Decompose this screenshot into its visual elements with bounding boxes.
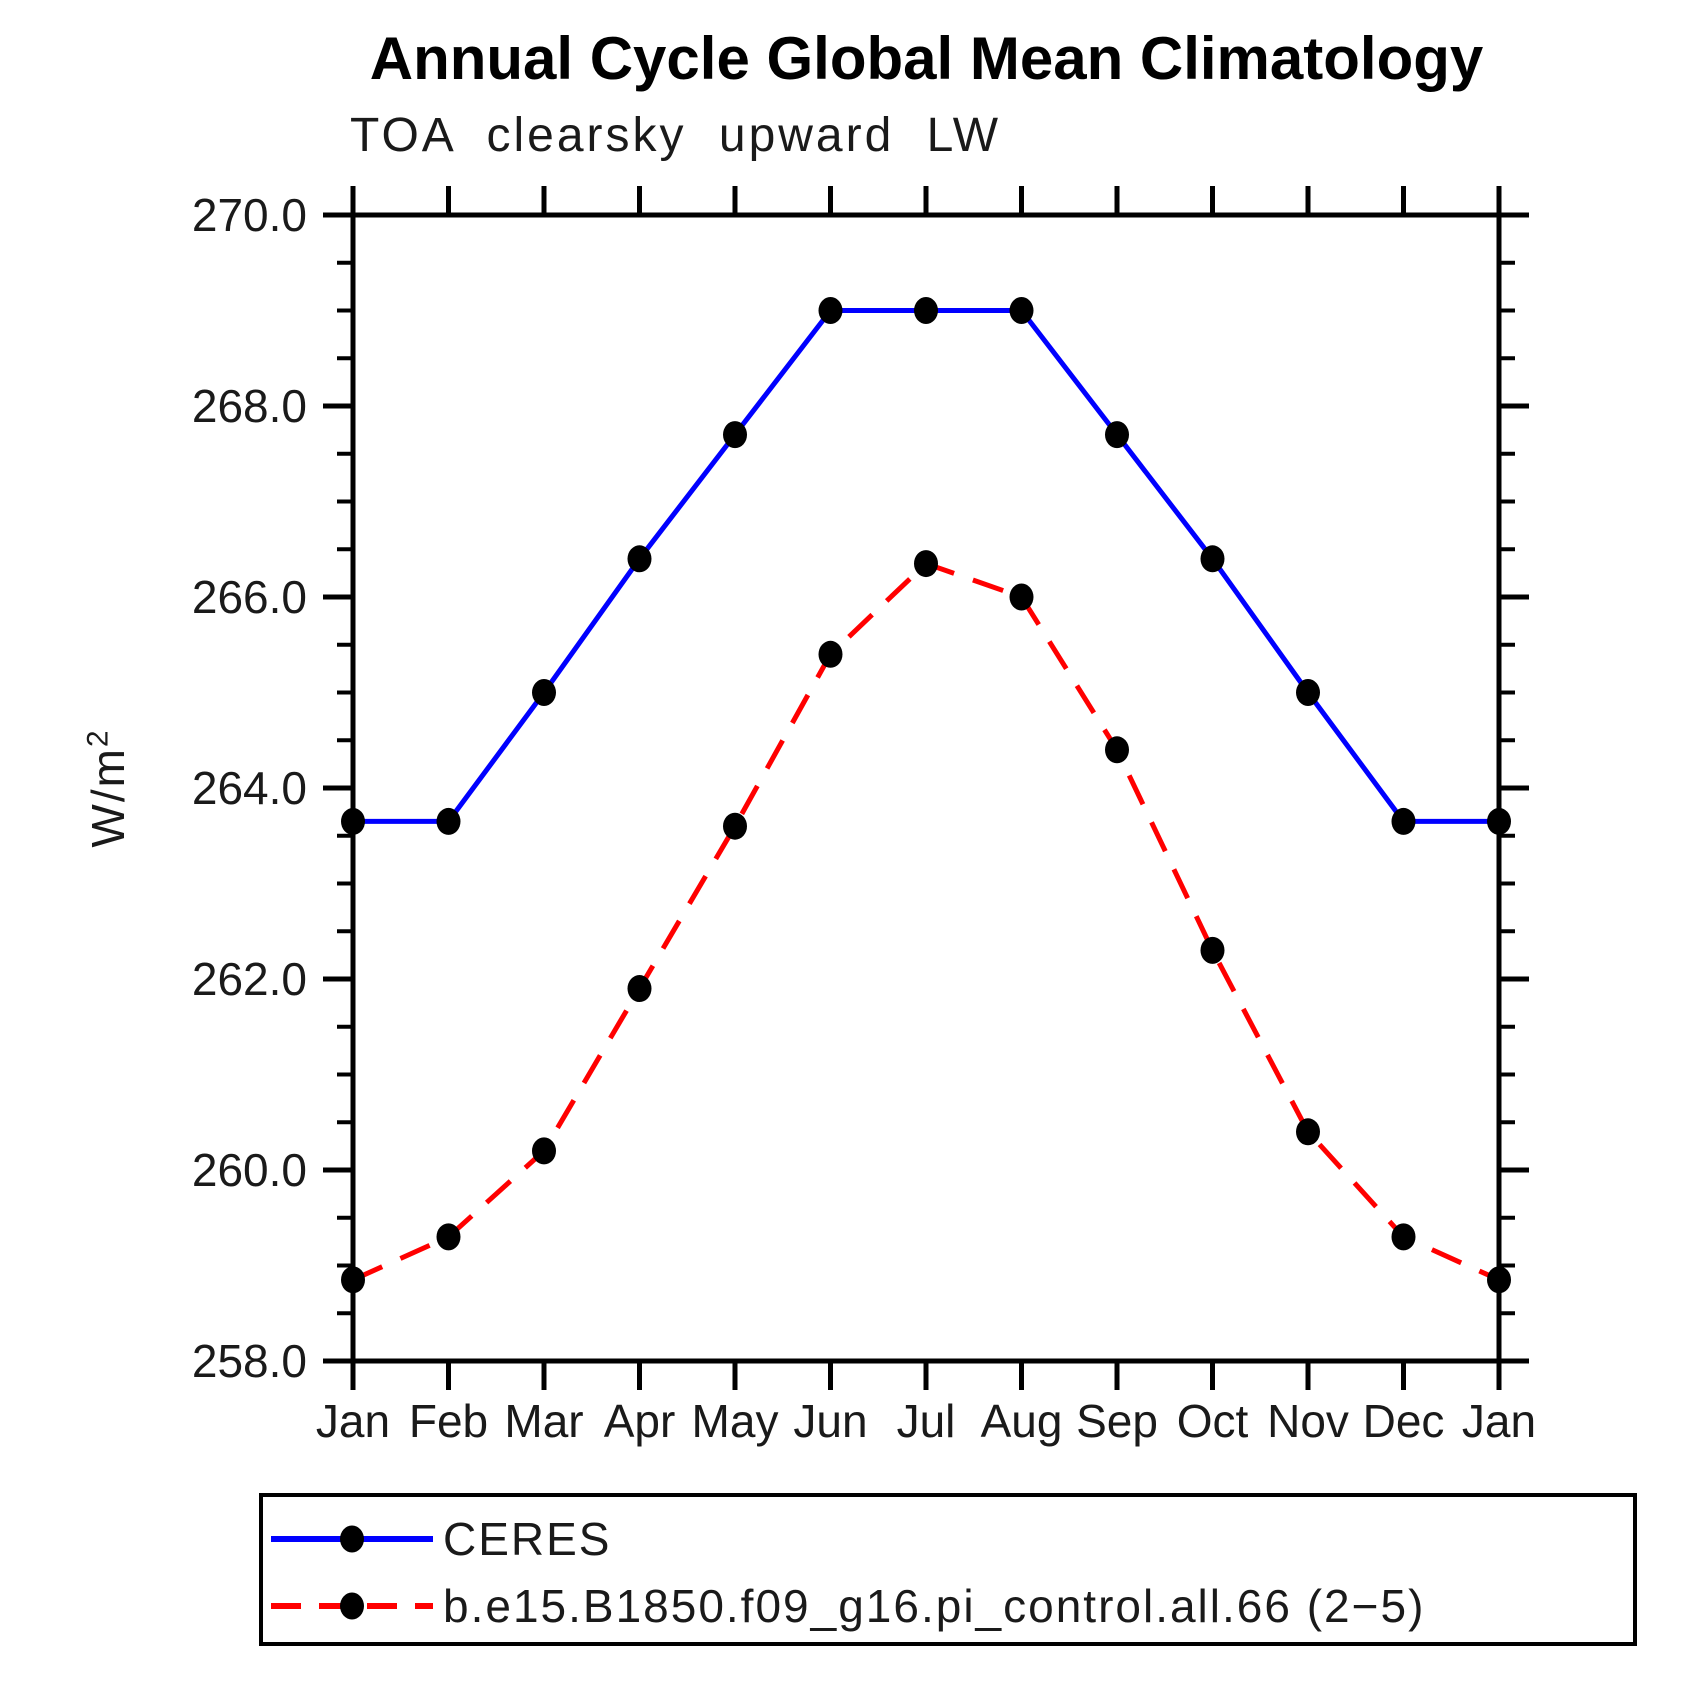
data-point-ceres [1487, 807, 1511, 835]
legend-label-ceres: CERES [443, 1513, 612, 1565]
y-tick-label: 264.0 [192, 762, 307, 814]
data-point-model [1009, 583, 1034, 611]
x-tick-label: Feb [409, 1395, 488, 1447]
x-tick-label: Aug [981, 1395, 1063, 1447]
data-point-ceres [1296, 679, 1320, 706]
x-tick-label: Apr [604, 1395, 676, 1447]
legend-swatch-ceres [271, 1525, 433, 1553]
data-point-model [914, 550, 938, 578]
data-point-model [1105, 736, 1129, 764]
y-tick-label: 268.0 [192, 380, 307, 432]
data-point-ceres [532, 679, 556, 706]
x-tick-label: Sep [1076, 1395, 1158, 1447]
data-point-model [627, 975, 652, 1003]
x-tick-label: Jun [793, 1395, 867, 1447]
x-tick-label: Jan [316, 1395, 390, 1447]
chart-subtitle: TOA clearsky upward LW [350, 109, 1002, 162]
y-tick-label: 262.0 [192, 953, 307, 1005]
x-tick-label: Jul [897, 1395, 956, 1447]
legend-swatch-model [271, 1592, 433, 1620]
data-point-ceres [914, 297, 938, 324]
data-point-ceres [436, 807, 461, 835]
legend-entry-model: b.e15.B1850.f09_g16.pi_control.all.66 (2… [269, 1580, 1425, 1632]
y-tick-label: 260.0 [192, 1144, 307, 1196]
legend-marker-dot [340, 1525, 364, 1553]
x-tick-label: Oct [1177, 1395, 1249, 1447]
data-point-model [436, 1223, 461, 1251]
x-tick-label: May [692, 1395, 779, 1447]
data-point-ceres [627, 545, 652, 573]
x-tick-label: Mar [504, 1395, 583, 1447]
x-tick-label: Nov [1267, 1395, 1349, 1447]
legend-entry-ceres: CERES [269, 1513, 611, 1565]
series-line-model [351, 561, 1501, 1283]
data-point-model [818, 640, 843, 668]
legend-label-model: b.e15.B1850.f09_g16.pi_control.all.66 (2… [443, 1580, 1426, 1632]
y-tick-label: 258.0 [192, 1335, 307, 1387]
y-tick-label: 270.0 [192, 189, 307, 241]
data-point-model [1487, 1266, 1511, 1294]
chart-title: Annual Cycle Global Mean Climatology [369, 25, 1484, 92]
x-tick-label: Dec [1363, 1395, 1445, 1447]
data-point-model [1200, 936, 1225, 964]
data-point-ceres [1391, 807, 1416, 835]
data-point-ceres [1105, 421, 1129, 449]
data-point-ceres [723, 421, 747, 449]
data-point-model [1391, 1223, 1416, 1251]
data-point-model [1296, 1118, 1320, 1146]
data-point-model [723, 812, 747, 840]
data-point-ceres [341, 807, 365, 835]
data-point-ceres [1200, 545, 1225, 573]
legend-marker-dot [340, 1592, 364, 1620]
data-point-model [532, 1137, 556, 1165]
y-tick-label: 266.0 [192, 571, 307, 623]
data-point-model [341, 1266, 365, 1294]
data-point-ceres [1009, 297, 1034, 324]
data-point-ceres [818, 297, 843, 324]
x-tick-label: Jan [1462, 1395, 1536, 1447]
legend: CERES b.e15.B1850.f09_g16.pi_control.all… [259, 1493, 1637, 1646]
